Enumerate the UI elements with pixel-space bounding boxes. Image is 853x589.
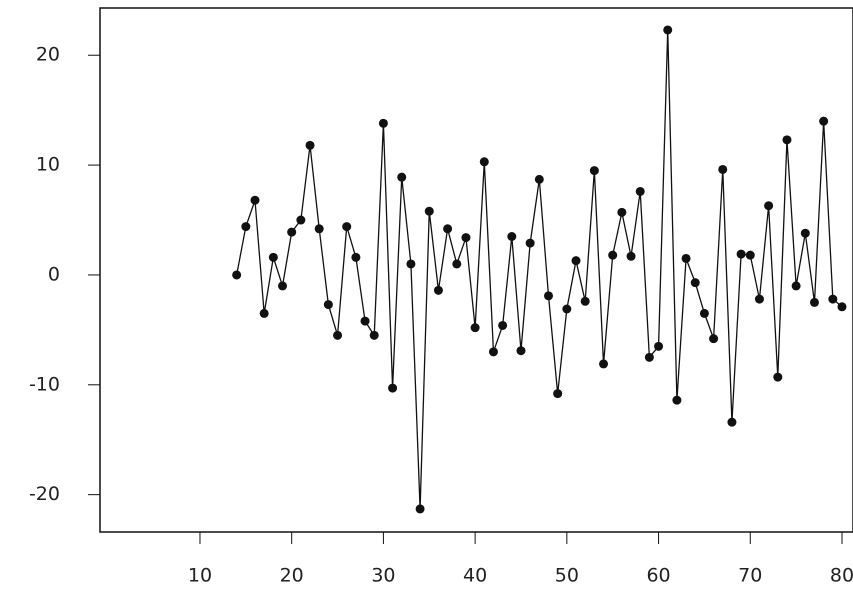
point <box>461 233 471 243</box>
point <box>360 316 370 326</box>
point <box>525 238 535 248</box>
y-tick-label: 0 <box>48 263 60 285</box>
point <box>452 259 462 269</box>
point <box>672 395 682 405</box>
point <box>397 172 407 182</box>
point <box>819 116 829 126</box>
x-tick-label: 70 <box>738 565 762 587</box>
point <box>323 300 333 310</box>
point <box>378 118 388 128</box>
x-tick-label: 40 <box>463 565 487 587</box>
point <box>351 252 361 262</box>
point <box>250 195 260 205</box>
point <box>259 308 269 318</box>
x-tick-label: 20 <box>280 565 304 587</box>
x-tick-label: 30 <box>371 565 395 587</box>
point <box>654 341 664 351</box>
point <box>773 372 783 382</box>
point <box>580 296 590 306</box>
x-tick-label: 50 <box>555 565 579 587</box>
point <box>296 215 306 225</box>
point <box>589 166 599 176</box>
point <box>745 250 755 260</box>
point <box>314 224 324 234</box>
point <box>268 252 278 262</box>
plot-frame <box>99 7 853 533</box>
point <box>498 320 508 330</box>
point <box>782 135 792 145</box>
point <box>543 291 553 301</box>
y-tick-label: -10 <box>29 373 60 395</box>
point <box>764 201 774 211</box>
point <box>278 281 288 291</box>
point <box>800 228 810 238</box>
point <box>791 281 801 291</box>
point <box>488 347 498 357</box>
point <box>690 278 700 288</box>
x-tick-label: 80 <box>830 565 853 587</box>
point <box>571 256 581 266</box>
point <box>443 224 453 234</box>
point <box>424 206 434 216</box>
point <box>562 304 572 314</box>
x-tick-label: 10 <box>188 565 212 587</box>
point <box>754 294 764 304</box>
y-tick-label: -20 <box>29 483 60 505</box>
point <box>433 285 443 295</box>
point <box>470 323 480 333</box>
point <box>809 297 819 307</box>
point <box>709 334 719 344</box>
point <box>663 25 673 35</box>
point <box>241 222 251 232</box>
point <box>718 164 728 174</box>
point <box>369 330 379 340</box>
point <box>635 186 645 196</box>
point <box>479 157 489 167</box>
point <box>727 417 737 427</box>
point <box>553 389 563 399</box>
point <box>232 270 242 280</box>
point <box>305 140 315 150</box>
point <box>626 251 636 261</box>
point <box>516 346 526 356</box>
point <box>608 250 618 260</box>
y-tick-label: 10 <box>36 154 60 176</box>
point <box>617 207 627 217</box>
point <box>699 308 709 318</box>
point <box>388 383 398 393</box>
point <box>342 222 352 232</box>
y-tick-label: 20 <box>36 44 60 66</box>
point <box>507 231 517 241</box>
point <box>644 352 654 362</box>
point <box>415 504 425 514</box>
point <box>681 253 691 263</box>
point <box>287 227 297 237</box>
x-tick-label: 60 <box>646 565 670 587</box>
point <box>828 294 838 304</box>
point <box>837 302 847 312</box>
point <box>333 330 343 340</box>
point <box>599 359 609 369</box>
point <box>534 174 544 184</box>
point <box>406 259 416 269</box>
series-line <box>236 29 843 509</box>
point <box>736 249 746 259</box>
